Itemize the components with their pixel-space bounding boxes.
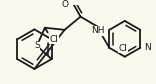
Text: Cl: Cl: [50, 35, 59, 44]
Text: O: O: [61, 0, 68, 9]
Text: S: S: [34, 41, 40, 50]
Text: Cl: Cl: [118, 44, 127, 53]
Text: N: N: [144, 43, 151, 52]
Text: NH: NH: [91, 26, 104, 35]
